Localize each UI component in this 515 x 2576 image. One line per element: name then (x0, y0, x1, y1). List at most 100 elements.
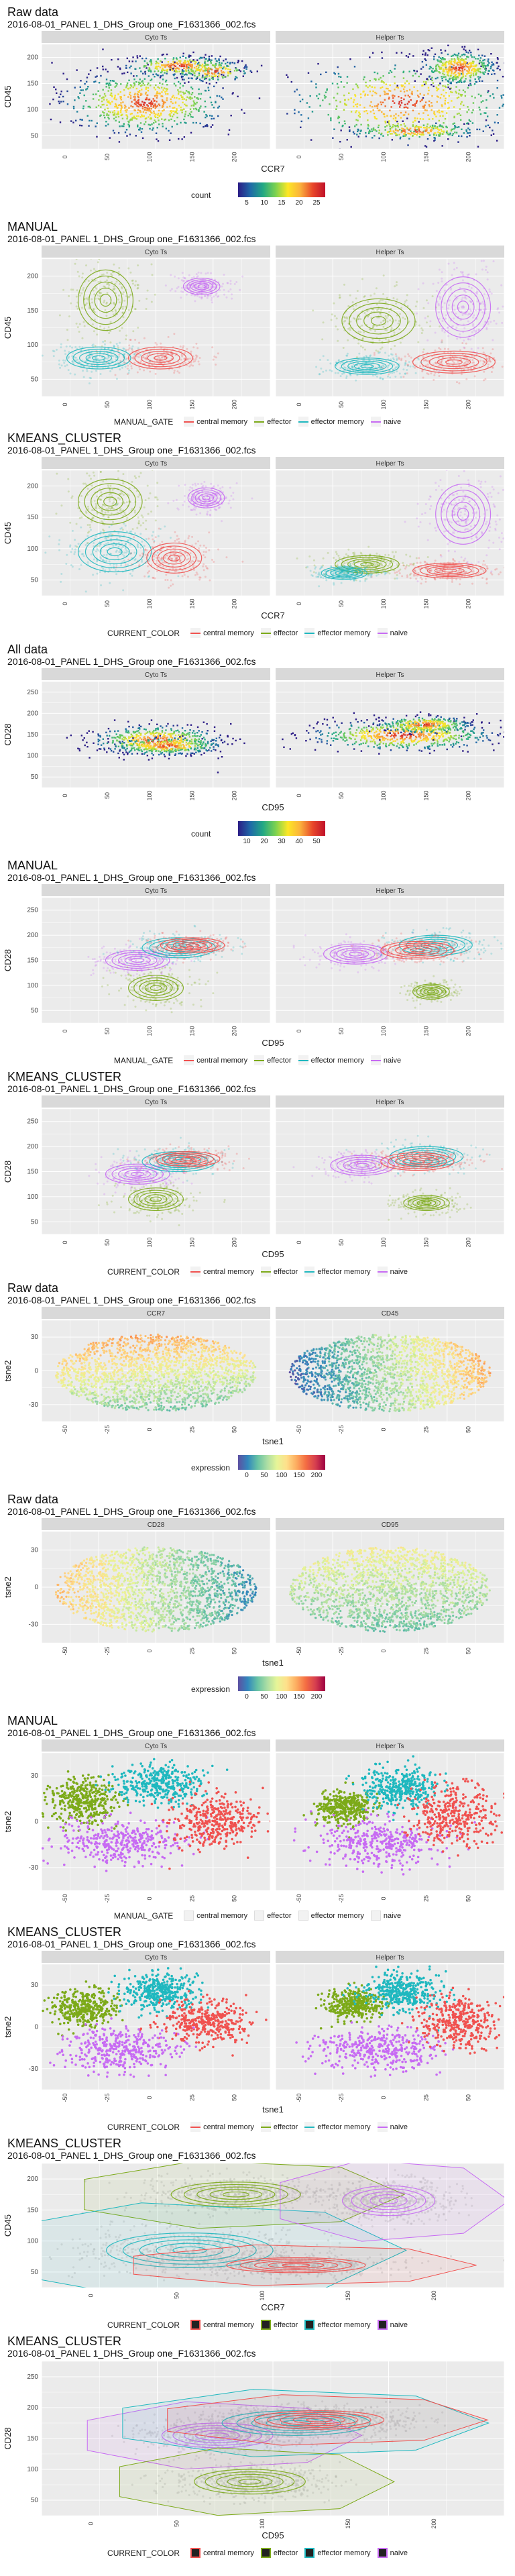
density-bin (443, 64, 445, 66)
point (429, 320, 432, 323)
density-bin (460, 66, 462, 68)
density-bin (451, 128, 453, 131)
point (373, 354, 376, 356)
point (124, 525, 127, 527)
density-bin (142, 72, 144, 74)
density-bin (182, 73, 184, 75)
point (358, 366, 361, 369)
point (241, 560, 244, 563)
density-bin (191, 77, 193, 80)
point (101, 508, 103, 511)
contour-line (91, 487, 130, 516)
point (188, 564, 191, 566)
point (149, 492, 152, 494)
y-tick-label: 50 (31, 577, 39, 584)
point (437, 304, 440, 307)
contour-line (89, 281, 123, 319)
density-bin (114, 95, 116, 97)
density-bin (121, 105, 123, 107)
point (143, 369, 146, 372)
contour-line (441, 282, 485, 332)
contour-line (83, 275, 128, 325)
point (174, 549, 176, 551)
density-bin (415, 131, 417, 133)
point (479, 302, 482, 305)
point (125, 338, 127, 341)
density-bin (356, 103, 359, 105)
point (421, 329, 424, 331)
point (182, 290, 184, 293)
density-bin (484, 71, 486, 73)
density-bin (180, 60, 182, 62)
density-bin (412, 121, 414, 123)
density-bin (77, 96, 79, 98)
density-bin (452, 123, 454, 125)
density-bin (407, 113, 410, 115)
density-bin (400, 102, 403, 104)
colorbar (238, 182, 325, 197)
contour-line (154, 355, 168, 361)
point (161, 561, 164, 564)
point (69, 521, 72, 524)
density-bin (141, 101, 144, 103)
density-bin (243, 112, 245, 114)
point (483, 360, 485, 363)
density-bin (403, 114, 406, 116)
density-bin (217, 70, 219, 72)
point (90, 377, 93, 380)
density-bin (180, 95, 182, 97)
density-bin (389, 109, 391, 111)
density-bin (467, 63, 469, 66)
density-bin (388, 122, 390, 124)
density-bin (160, 87, 163, 89)
density-bin (108, 84, 110, 86)
density-bin (416, 132, 419, 135)
density-bin (457, 58, 459, 60)
density-bin (192, 116, 194, 118)
density-bin (149, 127, 151, 130)
point (85, 512, 88, 515)
density-bin (109, 103, 111, 105)
density-bin (212, 78, 214, 80)
density-bin (159, 76, 162, 78)
density-bin (175, 68, 177, 70)
density-bin (446, 132, 449, 135)
point (333, 302, 335, 305)
point (474, 309, 477, 312)
point (71, 360, 74, 363)
density-bin (469, 120, 471, 123)
point (125, 530, 128, 533)
density-bin (294, 112, 296, 115)
data-layer (286, 44, 509, 149)
density-bin (96, 122, 98, 124)
point (89, 269, 92, 272)
point (388, 339, 390, 341)
point (121, 553, 124, 555)
density-bin (109, 94, 111, 96)
density-bin (180, 109, 182, 111)
density-bin (508, 109, 509, 110)
point (471, 324, 474, 327)
density-bin (74, 99, 76, 101)
point (159, 549, 162, 551)
density-bin (408, 96, 411, 98)
point (80, 553, 83, 555)
density-bin (416, 117, 418, 119)
density-bin (412, 104, 414, 106)
density-bin (163, 109, 165, 111)
density-bin (487, 124, 490, 127)
point (94, 279, 97, 282)
density-bin (87, 115, 89, 117)
density-bin (372, 90, 374, 93)
density-bin (410, 130, 412, 132)
density-bin (146, 67, 148, 69)
density-bin (442, 126, 445, 129)
density-bin (180, 91, 182, 93)
point (461, 307, 463, 309)
density-bin (178, 98, 180, 100)
density-bin (183, 78, 185, 80)
point (371, 374, 374, 377)
density-bin (389, 129, 392, 131)
density-bin (436, 95, 439, 97)
density-bin (99, 95, 101, 97)
